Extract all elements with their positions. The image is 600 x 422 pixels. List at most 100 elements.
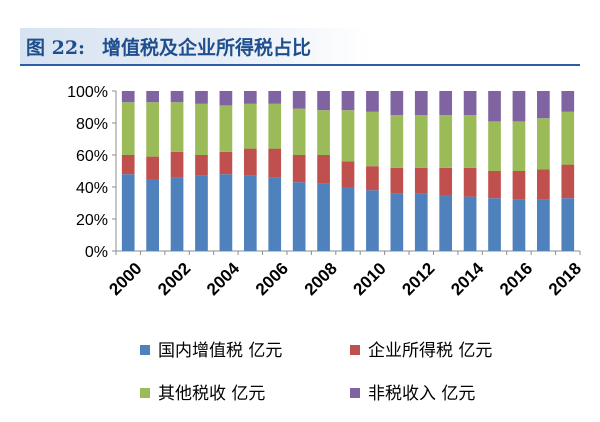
bar-segment [341,187,355,251]
bar-segment [390,115,404,168]
figure-header: 图 22: 增值税及企业所得税占比 [0,28,600,66]
figure-title: 增值税及企业所得税占比 [102,37,312,59]
bar-segment [341,110,355,162]
bar-segment [341,161,355,187]
bar-segment [121,102,135,155]
legend-swatch [140,388,150,398]
bar-segment [561,91,575,112]
bar-segment [414,115,428,168]
bar-segment [537,169,550,200]
bar-segment [219,151,233,175]
bar-segment [292,182,306,251]
bar-segment [317,155,330,184]
bar-segment [561,164,575,199]
bar-segment [488,198,501,251]
bar-segment [317,183,330,251]
bar-segment [243,148,257,176]
bar-segment [537,91,550,119]
bar-segment [121,174,135,251]
legend-label: 国内增值税 亿元 [158,341,282,361]
bar-segment [170,91,184,103]
bar-segment [219,105,233,152]
bar-segment [366,91,379,112]
bar-segment [317,110,330,155]
bar-segment [292,91,306,109]
figure-header-background [20,28,370,64]
legend-swatch [140,345,150,355]
bar-segment [170,177,184,251]
bar-segment [170,151,184,178]
bar-segment [463,115,477,168]
bar-segment [195,91,208,104]
bar-segment [121,91,135,103]
bar-segment [268,91,282,104]
bar-segment [463,91,477,115]
legend-label: 企业所得税 亿元 [368,341,492,361]
bar-segment [268,177,282,251]
x-tick-label: 2018 [545,259,585,299]
bar-segment [146,91,159,103]
x-tick-label: 2014 [447,258,488,299]
bar-segment [390,167,404,194]
bar-segment [341,91,355,111]
bar-segment [488,121,501,171]
legend-label: 非税收入 亿元 [368,384,475,404]
bar-segment [146,156,159,179]
bar-segment [268,148,282,178]
x-tick-label: 2004 [203,258,244,299]
bar-segment [243,175,257,251]
y-tick-label: 80% [76,116,108,133]
bar-segment [243,103,257,149]
bar-segment [366,166,379,191]
x-tick-label: 2006 [252,259,292,299]
bar-segment [463,167,477,197]
bar-segment [561,198,575,251]
bar-segment [146,102,159,157]
bar-segment [488,91,501,122]
bar-segment [390,193,404,251]
bar-segment [439,115,453,168]
bar-segment [561,111,575,165]
bar-segment [268,103,282,149]
bar-segment [463,196,477,251]
bar-segment [537,199,550,251]
legend-swatch [350,388,360,398]
figure-header-rule [20,64,580,66]
bar-segment [195,103,208,155]
x-tick-label: 2000 [105,259,145,299]
x-tick-label: 2002 [154,259,194,299]
bar-segment [195,175,208,251]
y-tick-label: 60% [76,148,108,165]
bar-segment [512,91,526,122]
bar-segment [317,91,330,111]
x-tick-label: 2016 [496,259,536,299]
legend-label: 其他税收 亿元 [158,384,265,404]
bar-segment [219,91,233,106]
bar-segment [488,171,501,199]
bar-segment [537,118,550,170]
bar-segment [366,190,379,251]
bar-segment [170,102,184,152]
legend-swatch [350,345,360,355]
bar-segment [414,193,428,251]
bar-segment [512,121,526,171]
bar-segment [219,174,233,251]
y-tick-label: 0% [85,244,108,261]
bar-segment [512,199,526,251]
figure-label: 图 22: [26,37,86,59]
y-tick-label: 40% [76,180,108,197]
bar-segment [439,91,453,115]
bar-segment [146,179,159,251]
bar-segment [439,195,453,251]
bar-segment [366,111,379,167]
y-tick-label: 20% [76,212,108,229]
bar-segment [414,91,428,115]
x-tick-label: 2010 [350,259,390,299]
bar-segment [292,108,306,155]
x-tick-label: 2012 [398,259,438,299]
bar-segment [414,167,428,194]
bar-segment [439,167,453,195]
bar-segment [390,91,404,115]
y-tick-label: 100% [67,84,108,101]
